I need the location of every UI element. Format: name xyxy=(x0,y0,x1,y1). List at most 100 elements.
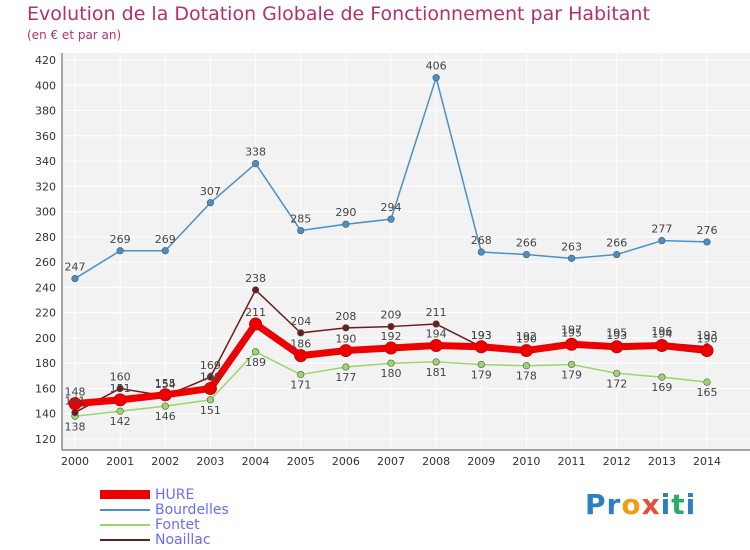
data-point-bourdelles xyxy=(613,250,621,259)
chart-area: 120 140 160 180 200 220 240 260 280 300 320 340 360 3… xyxy=(35,53,750,468)
legend-label-fontet: Fontet xyxy=(155,517,200,533)
data-point-hure xyxy=(519,344,533,358)
data-label-fontet: 165 xyxy=(697,386,718,399)
data-label-noaillac: 208 xyxy=(335,310,356,323)
data-label-hure: 190 xyxy=(335,333,356,346)
data-label-fontet: 178 xyxy=(516,370,537,383)
data-point-hure xyxy=(384,341,398,355)
data-point-bourdelles xyxy=(387,215,395,223)
data-label-bourdelles: 266 xyxy=(606,237,627,250)
data-label-noaillac: 195 xyxy=(606,326,627,339)
x-tick-label: 2003 xyxy=(196,455,224,468)
logo-letter: o xyxy=(621,488,642,521)
data-label-bourdelles: 263 xyxy=(561,240,582,253)
x-tick-label: 2014 xyxy=(693,455,721,468)
data-label-noaillac: 160 xyxy=(110,370,131,383)
x-tick-label: 2000 xyxy=(61,455,89,468)
data-label-hure: 193 xyxy=(606,329,627,342)
data-point-hure xyxy=(474,340,488,354)
x-tick-label: 2013 xyxy=(648,455,676,468)
data-label-bourdelles: 307 xyxy=(200,185,221,198)
data-label-noaillac: 193 xyxy=(697,329,718,342)
data-point-bourdelles xyxy=(116,247,124,255)
y-tick-label: 420 xyxy=(35,54,56,67)
data-label-noaillac: 193 xyxy=(471,329,492,342)
data-label-fontet: 179 xyxy=(471,368,492,381)
data-label-hure: 155 xyxy=(155,377,176,390)
legend-label-bourdelles: Bourdelles xyxy=(155,502,229,518)
data-label-fontet: 181 xyxy=(426,366,447,379)
data-label-bourdelles: 338 xyxy=(245,146,266,159)
x-tick-label: 2004 xyxy=(242,455,270,468)
proxiti-logo: Proxiti xyxy=(585,488,696,521)
data-point-hure xyxy=(429,339,443,353)
data-label-hure: 194 xyxy=(651,328,672,341)
data-label-noaillac: 238 xyxy=(245,272,266,285)
data-point-hure xyxy=(249,317,263,331)
data-label-hure: 190 xyxy=(697,333,718,346)
legend-swatch-bourdelles xyxy=(100,509,150,511)
x-tick-label: 2008 xyxy=(422,455,450,468)
data-point-fontet xyxy=(206,396,215,404)
data-label-fontet: 169 xyxy=(651,381,672,394)
data-point-hure xyxy=(294,349,308,363)
data-label-fontet: 138 xyxy=(65,420,86,433)
data-point-hure xyxy=(655,339,669,353)
data-label-noaillac: 141 xyxy=(65,394,86,407)
data-point-bourdelles xyxy=(703,238,711,246)
y-tick-label: 120 xyxy=(35,433,56,446)
y-tick-label: 180 xyxy=(35,357,56,370)
data-label-bourdelles: 277 xyxy=(651,223,672,236)
data-point-fontet xyxy=(251,348,260,356)
legend-label-noaillac: Noaillac xyxy=(155,532,211,548)
data-point-bourdelles xyxy=(432,74,440,82)
data-label-bourdelles: 294 xyxy=(381,201,402,214)
y-tick-label: 360 xyxy=(35,130,56,143)
data-label-hure: 160 xyxy=(200,370,221,383)
x-tick-label: 2002 xyxy=(151,455,179,468)
data-point-bourdelles xyxy=(658,237,666,245)
data-point-bourdelles xyxy=(477,248,485,256)
data-label-noaillac: 197 xyxy=(561,324,582,337)
data-label-noaillac: 169 xyxy=(200,359,221,372)
legend-swatch-noaillac xyxy=(100,539,150,541)
data-label-hure: 194 xyxy=(426,328,447,341)
x-tick-label: 2012 xyxy=(603,455,631,468)
data-point-fontet xyxy=(297,370,305,379)
data-label-fontet: 177 xyxy=(335,371,356,384)
data-label-fontet: 172 xyxy=(606,377,627,390)
data-point-hure xyxy=(68,397,82,411)
data-point-noaillac xyxy=(387,322,395,331)
data-label-bourdelles: 406 xyxy=(426,60,447,73)
x-tick-label: 2001 xyxy=(106,455,134,468)
y-tick-label: 160 xyxy=(35,382,56,395)
data-point-fontet xyxy=(116,407,124,415)
data-label-bourdelles: 269 xyxy=(110,233,131,246)
data-point-noaillac xyxy=(71,408,79,417)
y-tick-label: 320 xyxy=(35,180,56,193)
data-label-fontet: 179 xyxy=(561,368,582,381)
data-point-bourdelles xyxy=(251,159,260,168)
data-point-hure xyxy=(700,344,714,358)
data-point-noaillac xyxy=(432,320,440,328)
x-tick-label: 2009 xyxy=(467,455,495,468)
data-point-bourdelles xyxy=(297,226,305,235)
logo-letter: i xyxy=(685,488,697,521)
data-point-bourdelles xyxy=(567,254,576,262)
y-tick-label: 400 xyxy=(35,79,56,92)
data-label-hure: 192 xyxy=(381,330,402,343)
data-label-hure: 195 xyxy=(561,326,582,339)
data-point-fontet xyxy=(613,369,621,377)
chart-title: Evolution de la Dotation Globale de Fonc… xyxy=(27,3,650,25)
logo-letter: r xyxy=(606,488,622,521)
data-label-fontet: 142 xyxy=(110,415,131,428)
data-label-fontet: 171 xyxy=(290,379,311,392)
data-point-fontet xyxy=(477,360,485,369)
data-label-fontet: 151 xyxy=(200,404,221,417)
data-label-noaillac: 196 xyxy=(651,325,672,338)
y-tick-label: 260 xyxy=(35,256,56,269)
data-label-bourdelles: 268 xyxy=(471,234,492,247)
data-label-noaillac: 192 xyxy=(516,330,537,343)
logo-letter: t xyxy=(671,488,686,521)
data-point-bourdelles xyxy=(161,247,169,255)
